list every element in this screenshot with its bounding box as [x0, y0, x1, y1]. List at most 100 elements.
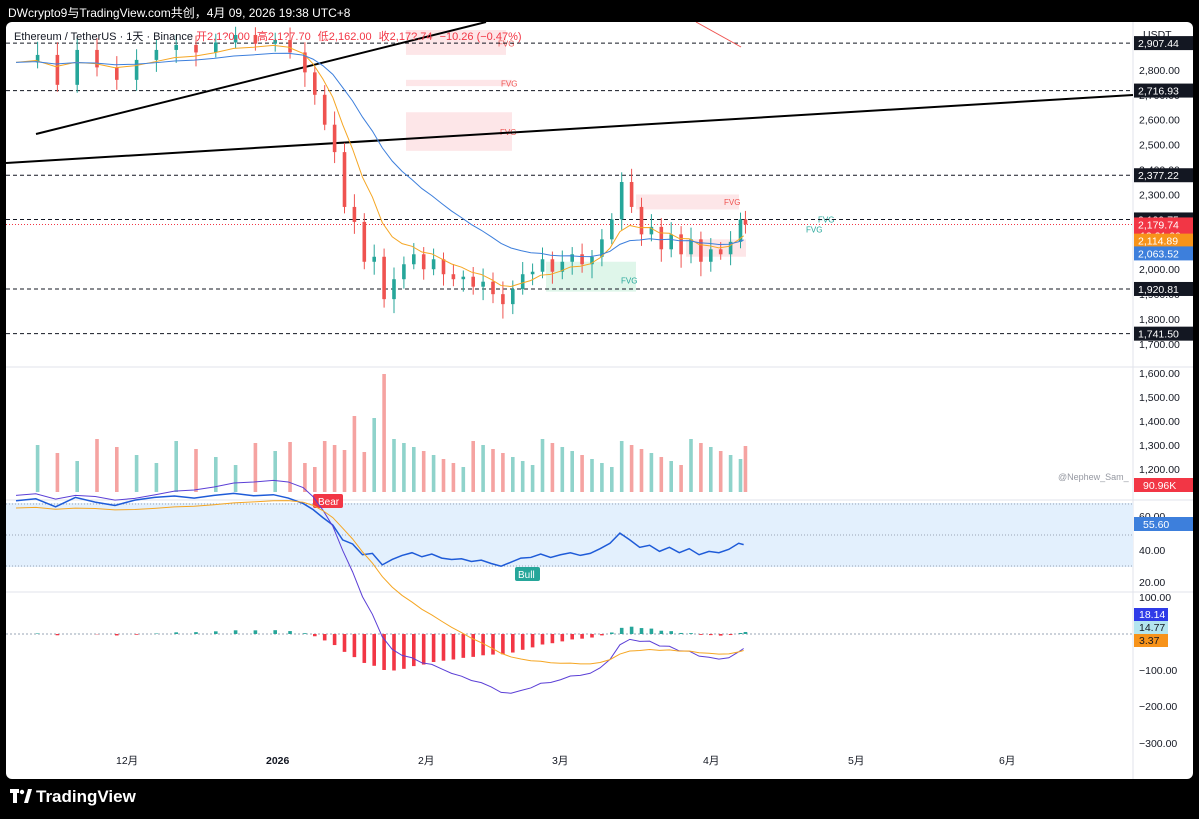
fvg-zone — [406, 112, 512, 151]
volume-bar — [728, 455, 733, 492]
trendline-red — [695, 22, 742, 48]
candle-body — [471, 276, 475, 287]
volume-bar — [709, 447, 713, 492]
candle-body — [392, 279, 396, 300]
volume-bar — [629, 445, 634, 492]
volume-bar — [580, 455, 584, 492]
macd-histogram-bar — [402, 634, 406, 669]
candle-body — [352, 206, 357, 222]
macd-histogram-bar — [511, 634, 515, 653]
chart-frame[interactable]: 2,800.002,700.002,600.002,500.002,400.00… — [6, 22, 1193, 779]
macd-tick-label: −100.00 — [1139, 665, 1177, 677]
macd-histogram-bar — [639, 628, 644, 634]
macd-histogram-bar — [699, 634, 703, 635]
fvg-zone — [636, 194, 739, 210]
candle-body — [600, 239, 604, 257]
tradingview-logo-icon — [10, 789, 32, 803]
macd-histogram-bar — [689, 633, 693, 634]
level-badge-label: 2,907.44 — [1138, 38, 1179, 50]
volume-bar — [600, 463, 604, 492]
volume-bar — [570, 451, 574, 492]
volume-bar — [501, 453, 505, 492]
x-tick-label: 12月 — [116, 755, 138, 767]
candle-body — [550, 259, 555, 272]
change-value: −10.26 (−0.47%) — [439, 31, 522, 43]
watermark-text: @Nephew_Sam_ — [1058, 472, 1130, 482]
volume-bar — [313, 467, 317, 492]
bear-badge — [313, 494, 343, 508]
macd-histogram-bar — [491, 634, 495, 655]
bear-label: Bear — [318, 497, 340, 508]
volume-bar — [382, 374, 386, 492]
volume-bar — [689, 439, 693, 492]
macd-histogram-bar — [115, 634, 119, 636]
macd-badge-label: 14.77 — [1139, 622, 1165, 634]
macd-line — [15, 479, 744, 694]
volume-bar — [530, 465, 535, 492]
macd-histogram-bar — [421, 634, 426, 665]
volume-bar — [451, 463, 456, 492]
candle-body — [303, 52, 307, 73]
level-badge — [1134, 36, 1193, 51]
volume-bar — [743, 446, 748, 492]
candle-body — [95, 49, 99, 68]
volume-bar — [560, 447, 565, 492]
volume-bar — [362, 452, 367, 492]
high-value: 高2,1?7.70 — [256, 31, 311, 43]
macd-badge — [1134, 608, 1168, 621]
chart-svg[interactable]: 2,800.002,700.002,600.002,500.002,400.00… — [6, 22, 1193, 779]
candle-body — [288, 39, 292, 53]
macd-histogram-bar — [233, 630, 238, 634]
macd-histogram-bar — [55, 634, 60, 636]
low-value: 低2,162.00 — [317, 31, 372, 43]
level-badge-label: 1,741.50 — [1138, 329, 1179, 341]
level-badge — [1134, 281, 1193, 296]
candle-body — [709, 249, 713, 262]
volume-tick-label: 1,300.00 — [1139, 440, 1180, 452]
volume-bar — [352, 416, 357, 492]
candle-body — [402, 264, 406, 280]
rsi-line — [15, 492, 744, 567]
volume-bar — [174, 441, 178, 492]
candle-body — [313, 72, 317, 95]
open-value: 开2,1?0.00 — [196, 31, 250, 43]
volume-bar — [738, 459, 743, 492]
ema-fast-line — [15, 44, 744, 287]
candle-body — [728, 241, 733, 255]
volume-bar — [511, 457, 515, 492]
volume-bar — [649, 453, 654, 492]
volume-bar — [233, 465, 238, 492]
candle-body — [619, 182, 624, 220]
volume-bar — [421, 451, 426, 492]
fvg-label: FVG — [724, 198, 740, 207]
macd-badge-label: 18.14 — [1139, 609, 1165, 621]
candle-body — [491, 281, 495, 295]
macd-tick-label: −200.00 — [1139, 701, 1177, 713]
volume-bar — [659, 457, 664, 492]
symbol-label[interactable]: Ethereum / TetherUS · 1天 · Binance — [14, 31, 193, 43]
candle-body — [412, 254, 416, 265]
ohlc-legend: Ethereum / TetherUS · 1天 · Binance 开2,1?… — [14, 28, 526, 44]
candle-body — [154, 49, 159, 60]
macd-histogram-bar — [35, 633, 40, 634]
macd-histogram-bar — [303, 633, 307, 634]
candle-body — [718, 249, 723, 255]
macd-tick-label: −300.00 — [1139, 738, 1177, 750]
macd-histogram-bar — [362, 634, 367, 663]
fvg-label: FVG — [621, 276, 637, 285]
macd-histogram-bar — [273, 630, 277, 634]
price-tick-label: 2,500.00 — [1139, 140, 1180, 152]
title-bar: DWcrypto9与TradingView.com共创，4月 09, 2026 … — [0, 0, 1199, 22]
candle-body — [174, 44, 178, 50]
price-tick-label: 2,000.00 — [1139, 264, 1180, 276]
volume-bar — [520, 461, 525, 492]
candle-body — [689, 239, 693, 255]
macd-histogram-bar — [461, 634, 466, 658]
volume-bar — [402, 443, 406, 492]
candle-body — [610, 219, 614, 240]
price-tick-label: 2,300.00 — [1139, 189, 1180, 201]
candle-body — [75, 49, 79, 85]
macd-histogram-bar — [718, 634, 723, 636]
candle-body — [115, 67, 119, 80]
volume-bar — [288, 442, 292, 492]
